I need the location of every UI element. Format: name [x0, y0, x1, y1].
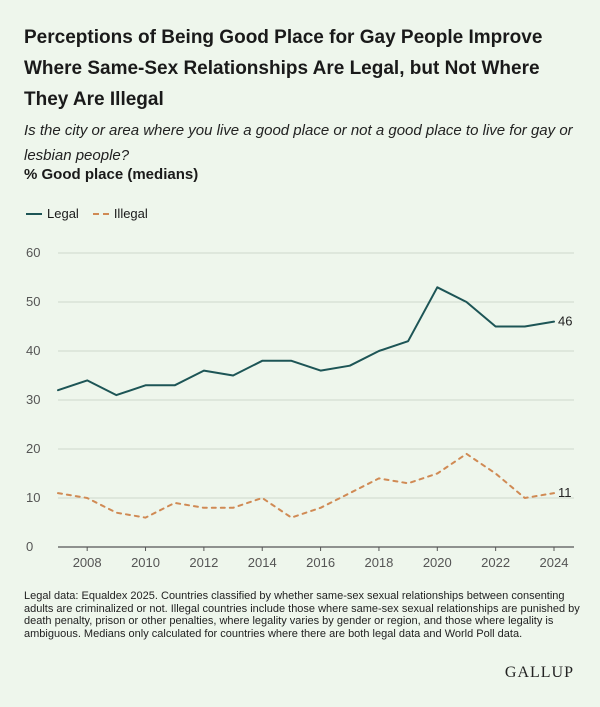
y-tick-label: 50 [26, 294, 40, 309]
legend-label-legal: Legal [47, 206, 79, 221]
y-tick-label: 60 [26, 245, 40, 260]
y-tick-label: 30 [26, 392, 40, 407]
legend: Legal Illegal [26, 206, 162, 221]
x-tick-label: 2014 [248, 555, 277, 570]
x-tick-label: 2018 [364, 555, 393, 570]
legend-swatch-illegal [92, 212, 109, 215]
x-tick-label: 2024 [540, 555, 569, 570]
legend-item-legal: Legal [26, 206, 79, 221]
legend-swatch-legal [26, 212, 42, 215]
series-line-legal [57, 286, 555, 397]
x-tick-label: 2022 [481, 555, 510, 570]
line-chart: 0 10 20 30 40 50 60 2008 2010 2012 2014 2016 2018 202… [26, 245, 574, 570]
x-tick-label: 2016 [306, 555, 335, 570]
y-tick-label: 0 [26, 539, 33, 554]
gallup-logo: GALLUP [504, 664, 574, 681]
end-label-legal: 46 [558, 314, 572, 329]
y-tick-label: 20 [26, 441, 40, 456]
chart-title: Perceptions of Being Good Place for Gay … [24, 27, 543, 110]
end-label-illegal: 11 [558, 485, 572, 500]
source-note: Legal data: Equaldex 2025. Countries cla… [24, 590, 580, 640]
y-tick-label: 40 [26, 343, 40, 358]
series-line-illegal [57, 452, 555, 519]
legend-label-illegal: Illegal [113, 206, 148, 221]
x-tick-label: 2020 [423, 555, 452, 570]
survey-question: Is the city or area where you live a goo… [24, 122, 573, 164]
x-tick-label: 2010 [131, 555, 160, 570]
y-tick-label: 10 [26, 490, 40, 505]
legend-item-illegal: Illegal [92, 206, 148, 221]
x-tick-label: 2012 [189, 555, 218, 570]
unit-label: % Good place (medians) [24, 166, 199, 183]
x-tick-label: 2008 [73, 555, 102, 570]
